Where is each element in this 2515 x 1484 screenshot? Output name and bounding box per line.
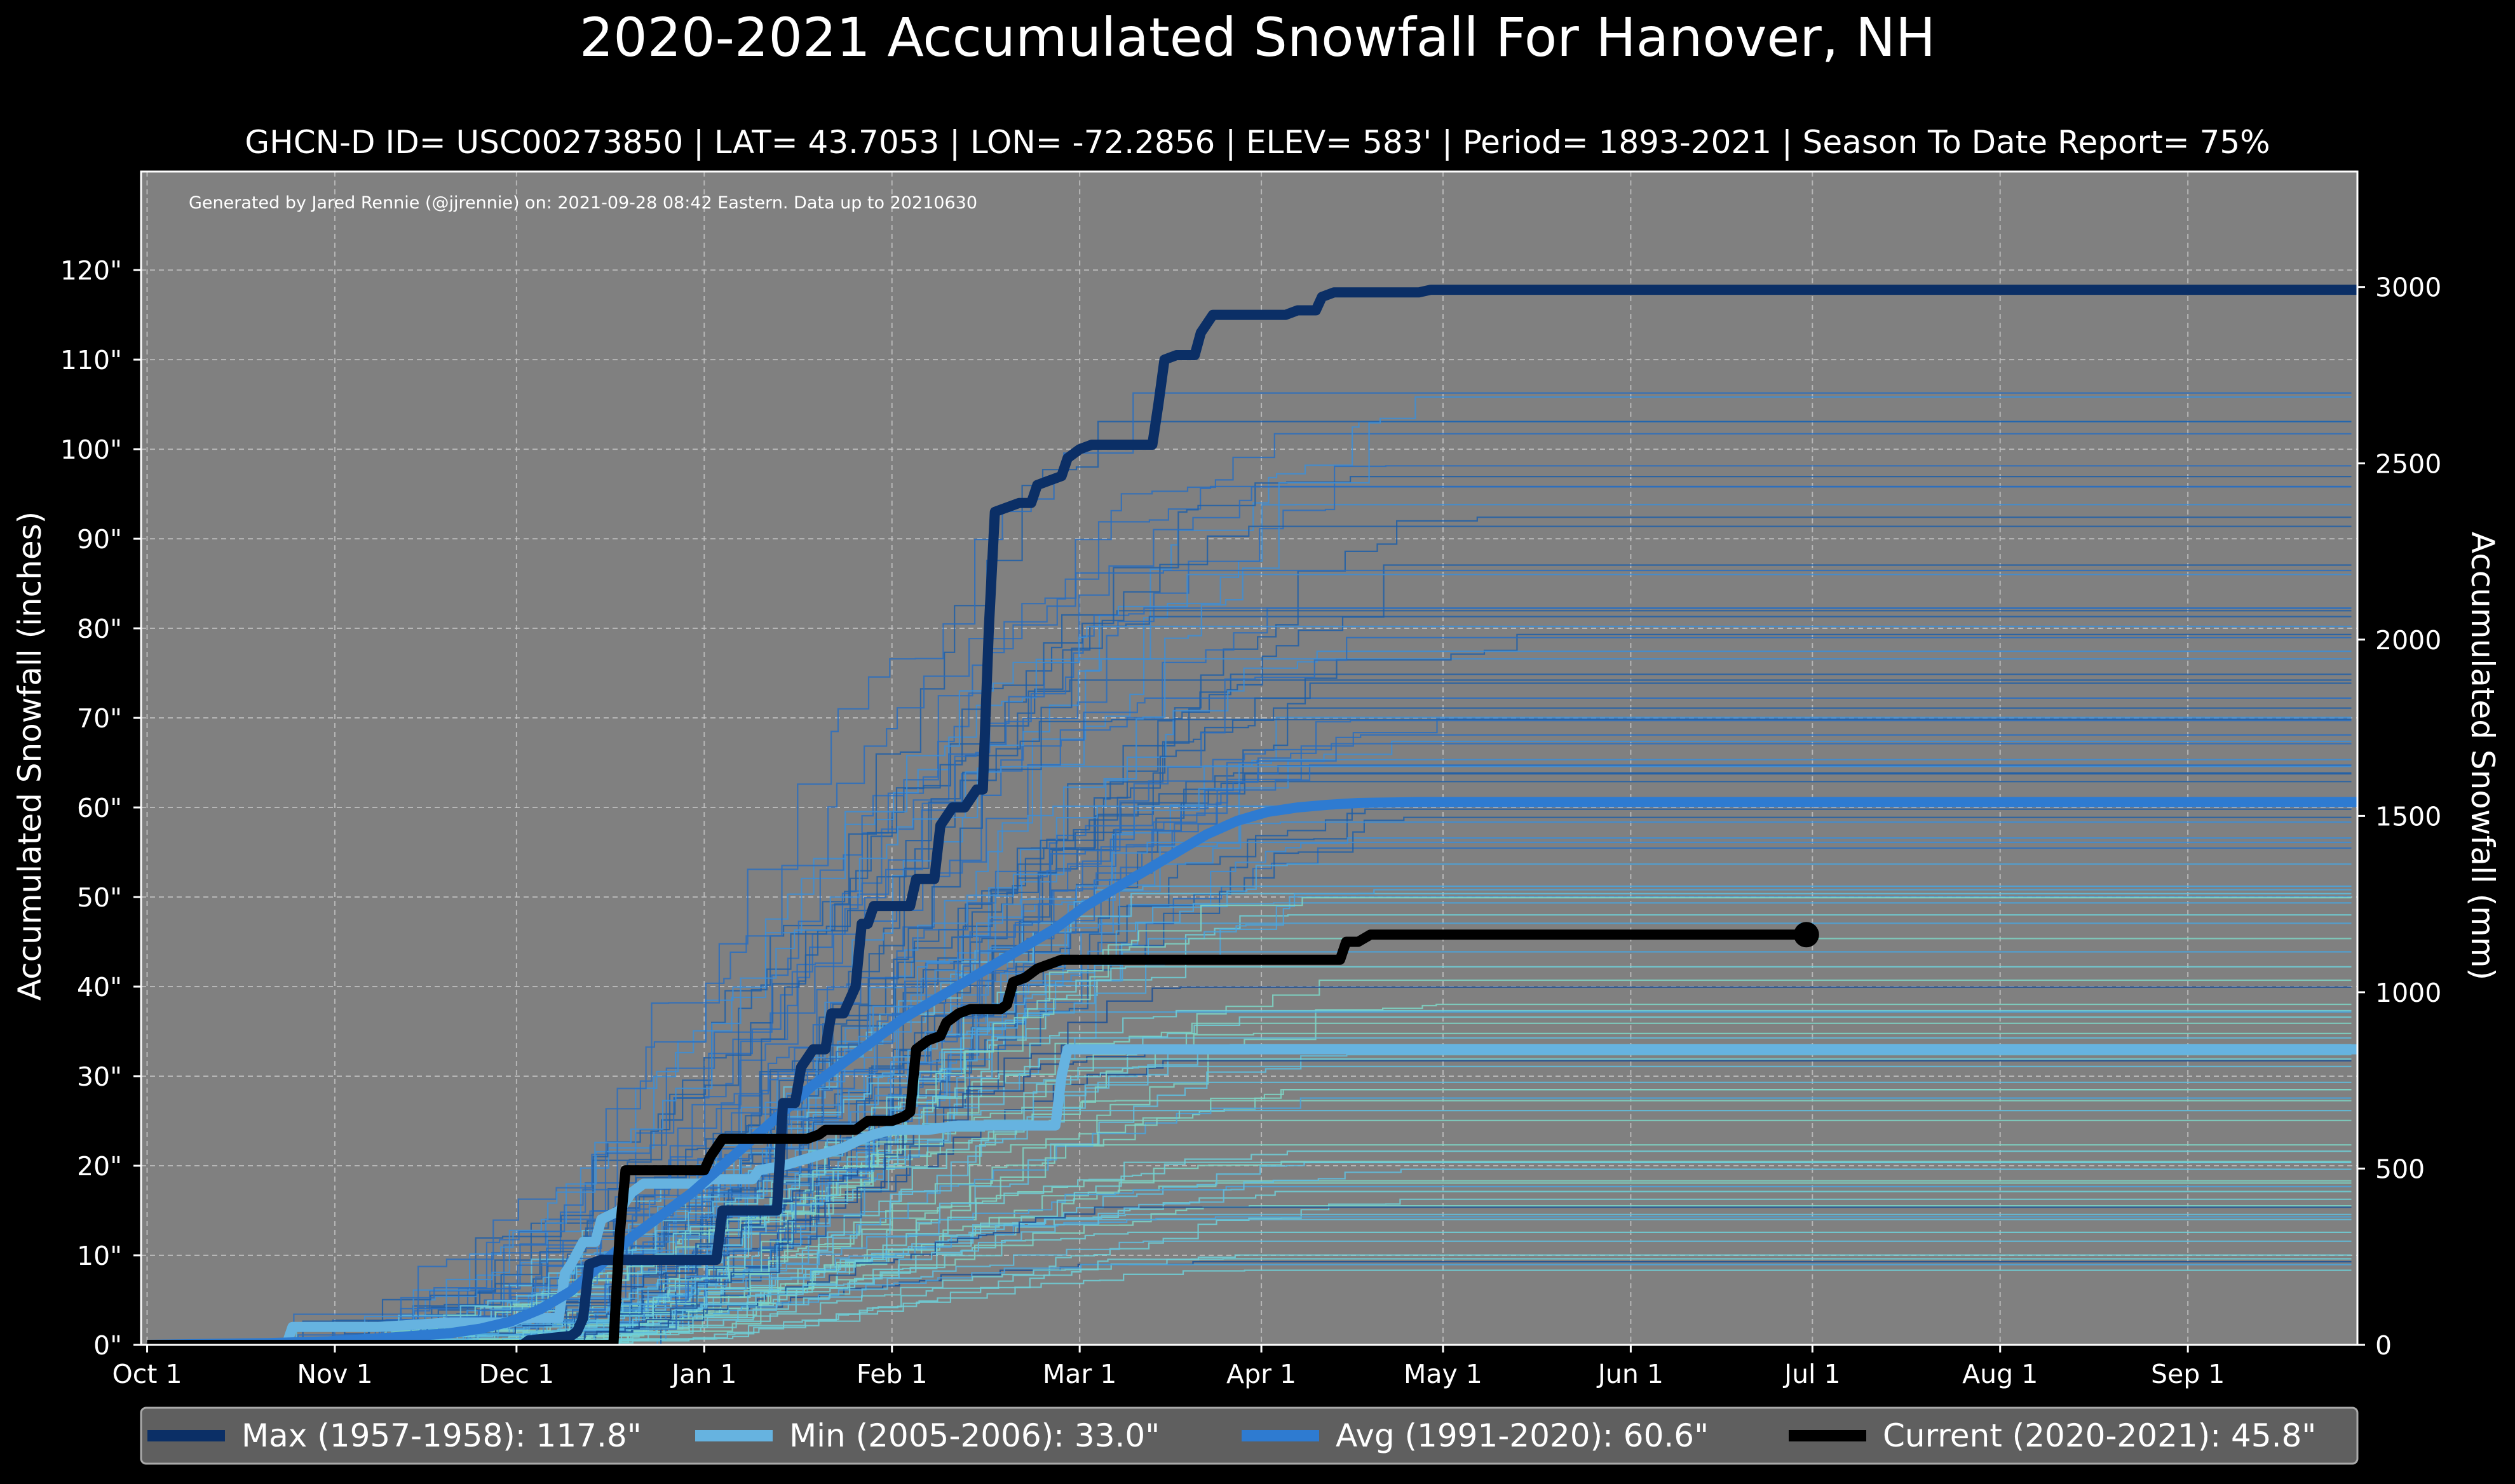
historical-season-trace xyxy=(351,1168,2352,1345)
y-left-tick-label: 100" xyxy=(60,435,122,465)
legend: Max (1957-1958): 117.8" Min (2005-2006): … xyxy=(140,1406,2359,1465)
y-left-tick-label: 80" xyxy=(77,614,122,644)
highlighted-series xyxy=(147,285,2357,1345)
x-tick-label: Oct 1 xyxy=(112,1359,182,1389)
historical-season-trace xyxy=(358,607,2352,1345)
historical-season-trace xyxy=(499,1044,2352,1345)
historical-season-trace xyxy=(272,766,2352,1345)
y-left-tick-label: 30" xyxy=(77,1062,122,1092)
historical-season-trace xyxy=(491,966,2352,1345)
y-left-tick-label: 40" xyxy=(77,972,122,1002)
x-tick-label: Nov 1 xyxy=(297,1359,372,1389)
x-tick-label: Jul 1 xyxy=(1782,1359,1841,1389)
y-left-tick-label: 110" xyxy=(60,345,122,375)
historical-season-trace xyxy=(320,765,2352,1345)
y-axis-right: 0 500 1000 1500 2000 2500 3000 xyxy=(2357,273,2441,1361)
historical-season-trace xyxy=(249,734,2352,1345)
y-left-tick-label: 10" xyxy=(77,1241,122,1271)
y-right-tick-label: 1500 xyxy=(2375,801,2441,832)
historical-season-trace xyxy=(505,979,2352,1345)
chart-subtitle: GHCN-D ID= USC00273850 | LAT= 43.7053 | … xyxy=(245,124,2270,161)
historical-season-trace xyxy=(423,651,2352,1345)
y-right-tick-label: 3000 xyxy=(2375,273,2441,303)
credit-text: Generated by Jared Rennie (@jjrennie) on… xyxy=(189,193,977,213)
y-axis-left: 0" 10" 20" 30" 40" 50" 60" 70" 80" 90" 100" 110" 120… xyxy=(60,255,141,1361)
historical-season-trace xyxy=(540,938,2352,1345)
y-left-tick-label: 20" xyxy=(77,1151,122,1182)
historical-season-trace xyxy=(258,392,2352,1345)
historical-season-trace xyxy=(529,1003,2352,1345)
y-right-tick-label: 2000 xyxy=(2375,625,2441,656)
x-tick-label: Sep 1 xyxy=(2151,1359,2225,1389)
y-left-tick-label: 0" xyxy=(93,1330,122,1361)
current-legend-label: Current (2020-2021): 45.8" xyxy=(1883,1417,2316,1454)
historical-season-trace xyxy=(428,1065,2352,1345)
y-left-tick-label: 60" xyxy=(77,793,122,823)
y-axis-left-label: Accumulated Snowfall (inches) xyxy=(11,511,48,1001)
historical-season-trace xyxy=(494,1269,2352,1345)
plot-area xyxy=(141,172,2357,1345)
historical-season-trace xyxy=(496,421,2352,1345)
historical-season-trace xyxy=(358,1047,2352,1345)
y-axis-right-label: Accumulated Snowfall (mm) xyxy=(2464,532,2501,980)
historical-season-trace xyxy=(510,1231,2352,1345)
y-left-tick-label: 50" xyxy=(77,882,122,913)
y-left-tick-label: 70" xyxy=(77,703,122,734)
x-tick-label: Dec 1 xyxy=(479,1359,554,1389)
x-tick-label: May 1 xyxy=(1404,1359,1482,1389)
chart-title: 2020-2021 Accumulated Snowfall For Hanov… xyxy=(580,6,1935,69)
current-series-end-marker xyxy=(1793,922,1819,948)
x-tick-label: Mar 1 xyxy=(1043,1359,1116,1389)
y-left-tick-label: 90" xyxy=(77,524,122,555)
y-right-tick-label: 2500 xyxy=(2375,449,2441,479)
historical-season-trace xyxy=(294,1185,2352,1345)
avg-series-line xyxy=(147,797,2357,1345)
min-legend-label: Min (2005-2006): 33.0" xyxy=(789,1417,1160,1454)
historical-season-trace xyxy=(305,485,2352,1345)
x-tick-label: Jun 1 xyxy=(1596,1359,1664,1389)
x-tick-label: Apr 1 xyxy=(1226,1359,1296,1389)
x-axis: Oct 1 Nov 1 Dec 1 Jan 1 Feb 1 Mar 1 Apr 1 May 1… xyxy=(112,1345,2225,1389)
y-right-tick-label: 1000 xyxy=(2375,978,2441,1008)
current-series-line xyxy=(147,929,1807,1345)
historical-season-trace xyxy=(494,986,2352,1345)
avg-legend-label: Avg (1991-2020): 60.6" xyxy=(1336,1417,1709,1454)
historical-season-trace xyxy=(295,679,2352,1345)
plot-frame xyxy=(140,170,2359,1346)
historical-season-trace xyxy=(332,841,2352,1345)
historical-season-trace xyxy=(239,476,2352,1345)
historical-season-trace xyxy=(487,525,2352,1345)
historical-season-trace xyxy=(255,465,2352,1345)
x-tick-label: Feb 1 xyxy=(857,1359,928,1389)
max-legend-label: Max (1957-1958): 117.8" xyxy=(241,1417,642,1454)
historical-season-trace xyxy=(512,816,2352,1345)
max-series-line xyxy=(147,285,2357,1345)
x-tick-label: Jan 1 xyxy=(670,1359,736,1389)
y-left-tick-label: 120" xyxy=(60,255,122,286)
x-tick-label: Aug 1 xyxy=(1962,1359,2038,1389)
y-right-tick-label: 500 xyxy=(2375,1154,2425,1184)
y-right-tick-label: 0 xyxy=(2375,1330,2392,1361)
historical-season-trace xyxy=(337,1097,2352,1345)
historical-season-trace xyxy=(444,1258,2352,1345)
